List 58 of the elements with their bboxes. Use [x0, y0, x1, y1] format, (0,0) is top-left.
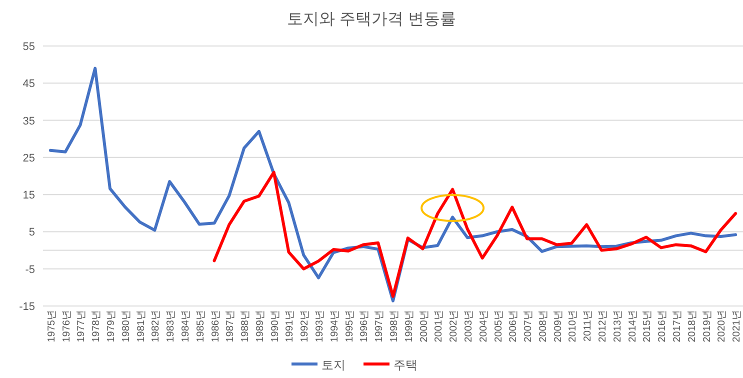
x-tick-label: 1982년 — [150, 310, 162, 342]
x-tick-label: 1998년 — [389, 310, 400, 342]
y-tick-label: 5 — [28, 226, 35, 239]
x-tick-label: 1991년 — [284, 310, 296, 342]
y-tick-label: -5 — [25, 264, 35, 276]
x-tick-label: 2006년 — [508, 310, 520, 342]
x-tick-label: 1975년 — [46, 310, 58, 342]
x-tick-label: 2019년 — [702, 310, 713, 342]
x-tick-label: 1990년 — [270, 310, 281, 342]
legend-label: 주택 — [394, 358, 418, 372]
x-tick-label: 1992년 — [300, 310, 311, 342]
x-tick-label: 1981년 — [136, 310, 147, 342]
y-tick-label: 35 — [22, 115, 35, 128]
y-tick-label: 15 — [22, 190, 35, 202]
x-tick-label: 2007년 — [523, 310, 534, 342]
x-tick-label: 1996년 — [359, 310, 370, 342]
x-tick-label: 2003년 — [463, 310, 474, 342]
x-tick-label: 2009년 — [552, 310, 564, 342]
y-tick-label: -15 — [19, 301, 35, 313]
legend-label: 토지 — [322, 358, 346, 372]
y-tick-label: 55 — [22, 41, 35, 53]
x-tick-label: 1993년 — [314, 310, 326, 342]
x-tick-label: 1997년 — [374, 310, 386, 342]
x-tick-label: 2005년 — [493, 310, 504, 342]
x-tick-label: 1984년 — [180, 310, 192, 342]
x-tick-label: 2004년 — [478, 310, 490, 342]
x-tick-label: 1985년 — [195, 310, 206, 342]
x-tick-label: 2018년 — [686, 310, 698, 342]
x-tick-label: 1977년 — [76, 310, 88, 342]
x-tick-label: 2002년 — [448, 310, 460, 342]
chart-title: 토지와 주택가격 변동률 — [287, 11, 456, 28]
x-tick-label: 2013년 — [612, 310, 624, 342]
x-tick-label: 2016년 — [657, 310, 668, 342]
x-tick-label: 1999년 — [404, 310, 415, 342]
x-tick-label: 1995년 — [344, 310, 356, 342]
x-tick-label: 2008년 — [538, 310, 549, 342]
x-tick-label: 1978년 — [91, 310, 102, 342]
x-tick-label: 1979년 — [106, 310, 118, 342]
x-tick-label: 2014년 — [627, 310, 638, 342]
x-tick-label: 2001년 — [434, 310, 445, 342]
y-tick-label: 45 — [22, 78, 35, 90]
x-tick-label: 1976년 — [61, 310, 72, 342]
x-tick-label: 1994년 — [329, 310, 340, 342]
x-tick-label: 2012년 — [598, 310, 609, 342]
x-tick-label: 2015년 — [642, 310, 654, 342]
x-tick-label: 1986년 — [210, 310, 222, 342]
x-tick-label: 1988년 — [240, 310, 252, 342]
x-tick-label: 1980년 — [120, 310, 132, 342]
y-tick-label: 25 — [22, 152, 35, 164]
x-tick-label: 2010년 — [568, 310, 579, 342]
x-tick-label: 1989년 — [254, 310, 266, 342]
x-tick-label: 1983년 — [166, 310, 177, 342]
x-tick-label: 2000년 — [418, 310, 430, 342]
x-tick-label: 1987년 — [225, 310, 236, 342]
x-tick-label: 2017년 — [672, 310, 683, 342]
x-tick-label: 2020년 — [716, 310, 728, 342]
x-tick-label: 2021년 — [732, 310, 743, 342]
x-tick-label: 2011년 — [582, 310, 594, 342]
